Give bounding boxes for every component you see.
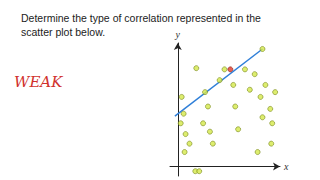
svg-text:x: x bbox=[283, 161, 289, 172]
svg-text:Determine the type of correlat: Determine the type of correlation repres… bbox=[21, 12, 264, 24]
svg-text:y: y bbox=[175, 29, 181, 40]
svg-text:WEAK: WEAK bbox=[14, 73, 63, 91]
svg-text:scatter plot below.: scatter plot below. bbox=[21, 26, 105, 38]
